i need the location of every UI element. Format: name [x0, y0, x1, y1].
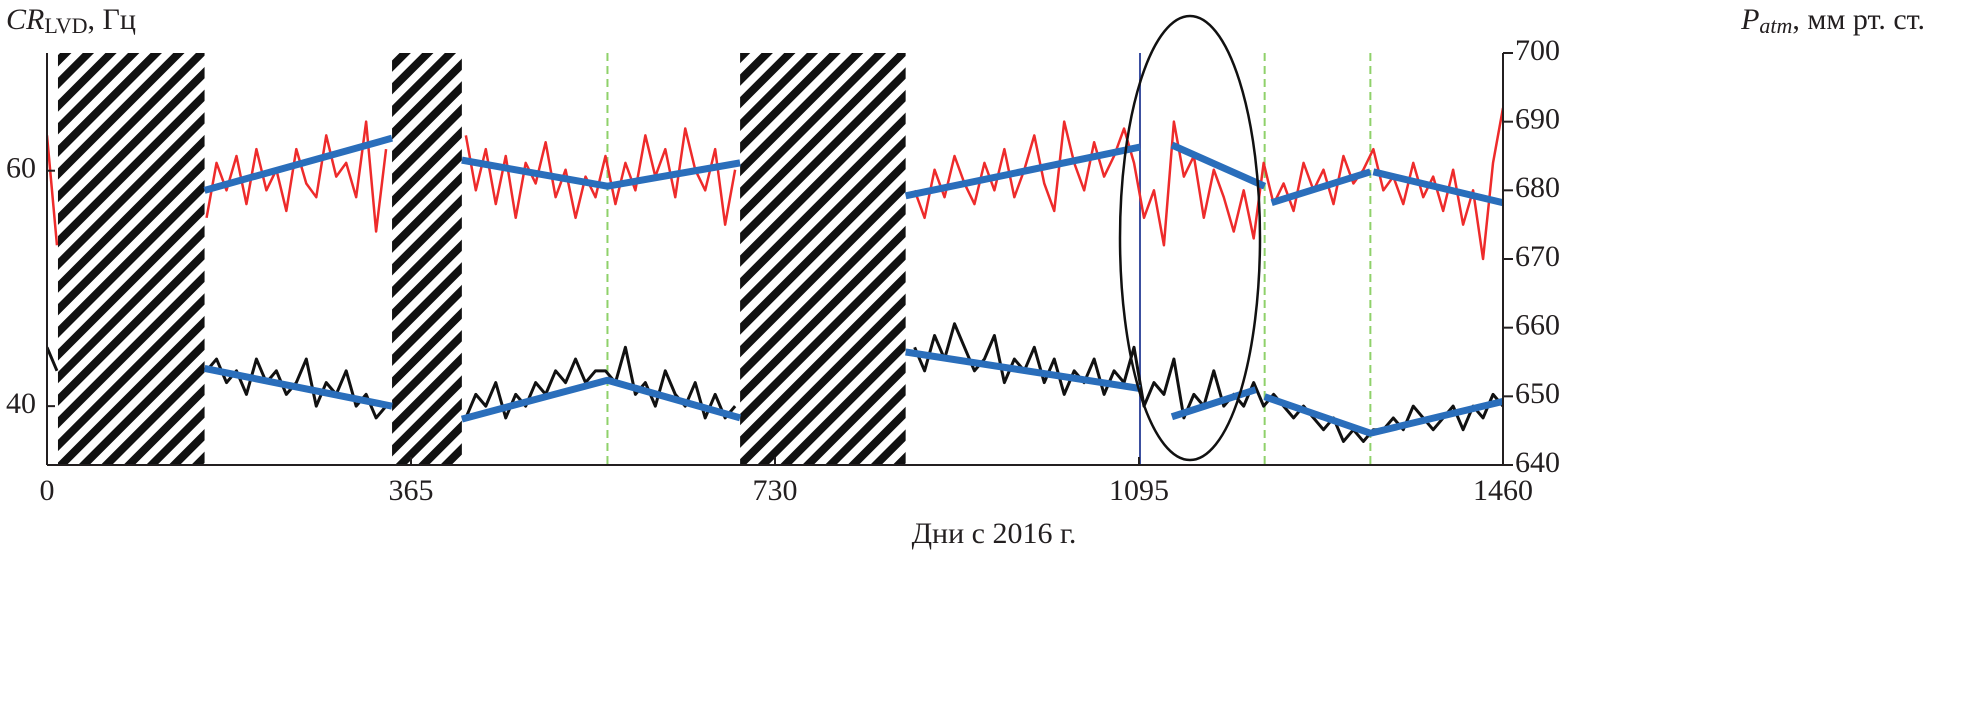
trend-line: [1372, 168, 1503, 207]
y2-tick-label: 660: [1515, 309, 1560, 342]
y2-tick-label: 640: [1515, 446, 1560, 479]
plot-area: [47, 53, 1503, 465]
y-tick-label: 60: [6, 152, 36, 185]
x-tick-label: 0: [40, 474, 55, 507]
y2-axis-label: Patm, мм рт. ст.: [1740, 3, 1925, 38]
y2-tick-label: 650: [1515, 377, 1560, 410]
y2-tick-label: 670: [1515, 240, 1560, 273]
y2-tick-label: 680: [1515, 171, 1560, 204]
series-line: [47, 322, 1503, 443]
trend-line: [1170, 386, 1257, 421]
y2-tick-label: 700: [1515, 34, 1560, 67]
x-tick-label: 730: [753, 474, 798, 507]
x-tick-label: 1460: [1473, 474, 1533, 507]
y-label-unit: , Гц: [88, 3, 136, 36]
y-label-main: CR: [6, 3, 44, 36]
trend-line: [1263, 393, 1503, 437]
missing-data-region: [392, 53, 462, 465]
y2-label-sub: atm: [1759, 13, 1792, 38]
regions: [57, 53, 906, 465]
missing-data-region: [740, 53, 906, 465]
y2-tick-label: 690: [1515, 103, 1560, 136]
x-tick-label: 1095: [1109, 474, 1169, 507]
trend-line: [203, 365, 393, 410]
trend-line: [460, 376, 742, 423]
missing-data-region: [57, 53, 205, 465]
trend-line: [1270, 168, 1372, 207]
trend-line: [905, 348, 1141, 392]
y2-label-unit: , мм рт. ст.: [1792, 3, 1925, 36]
y2-label-main: P: [1740, 3, 1759, 36]
y-axis-label: CRLVD, Гц: [6, 3, 136, 38]
trend-line: [203, 134, 393, 194]
x-axis-label: Дни с 2016 г.: [912, 517, 1077, 550]
y-label-sub: LVD: [44, 13, 87, 38]
series-line: [47, 107, 1503, 261]
trend-line: [1170, 141, 1267, 190]
y-tick-label: 40: [6, 387, 36, 420]
trend-line: [461, 156, 741, 190]
highlight-ellipse: [1118, 14, 1262, 462]
trend-line: [904, 143, 1141, 200]
x-tick-label: 365: [389, 474, 434, 507]
